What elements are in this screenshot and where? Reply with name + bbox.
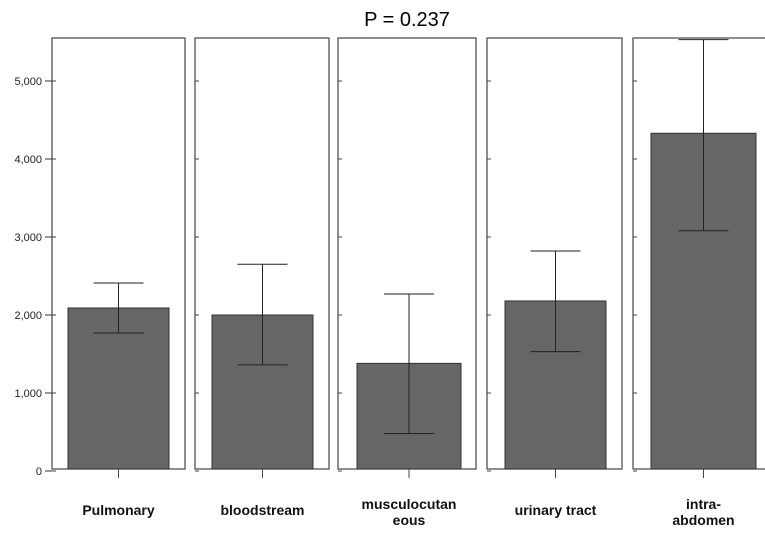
- bar: [67, 307, 170, 470]
- y-tick-label: 0: [36, 466, 42, 478]
- category-label: bloodstream: [220, 502, 304, 518]
- y-axis: 0 1,000 2,000 3,000 4,000 5,000: [14, 76, 52, 478]
- y-tick-label: 3,000: [14, 232, 42, 244]
- y-tick-label: 2,000: [14, 310, 42, 322]
- category-label: urinary tract: [515, 502, 597, 518]
- category-label: musculocutan eous: [362, 496, 457, 528]
- y-tick-label: 4,000: [14, 154, 42, 166]
- category-label: Pulmonary: [82, 502, 155, 518]
- error-bars: [93, 39, 729, 435]
- chart-title: P = 0.237: [364, 9, 450, 31]
- category-label: intra-abdomen: [672, 496, 734, 528]
- y-tick-label: 5,000: [14, 76, 42, 88]
- y-tick-label: 1,000: [14, 388, 42, 400]
- category-labels: Pulmonary bloodstream musculocutan eous urin…: [82, 496, 734, 528]
- bars: [67, 132, 757, 470]
